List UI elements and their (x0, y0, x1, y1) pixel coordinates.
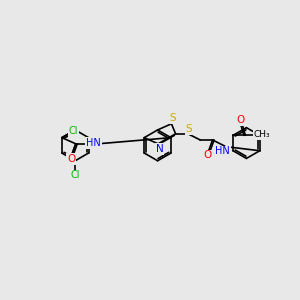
Text: CH₃: CH₃ (253, 130, 270, 139)
Text: N: N (156, 144, 164, 154)
Text: S: S (169, 113, 175, 123)
Text: O: O (236, 115, 244, 125)
Text: Cl: Cl (69, 126, 78, 136)
Text: Cl: Cl (70, 170, 80, 180)
Text: HN: HN (215, 146, 230, 157)
Text: O: O (67, 154, 75, 164)
Text: HN: HN (86, 138, 101, 148)
Text: O: O (204, 150, 212, 160)
Text: S: S (185, 124, 192, 134)
